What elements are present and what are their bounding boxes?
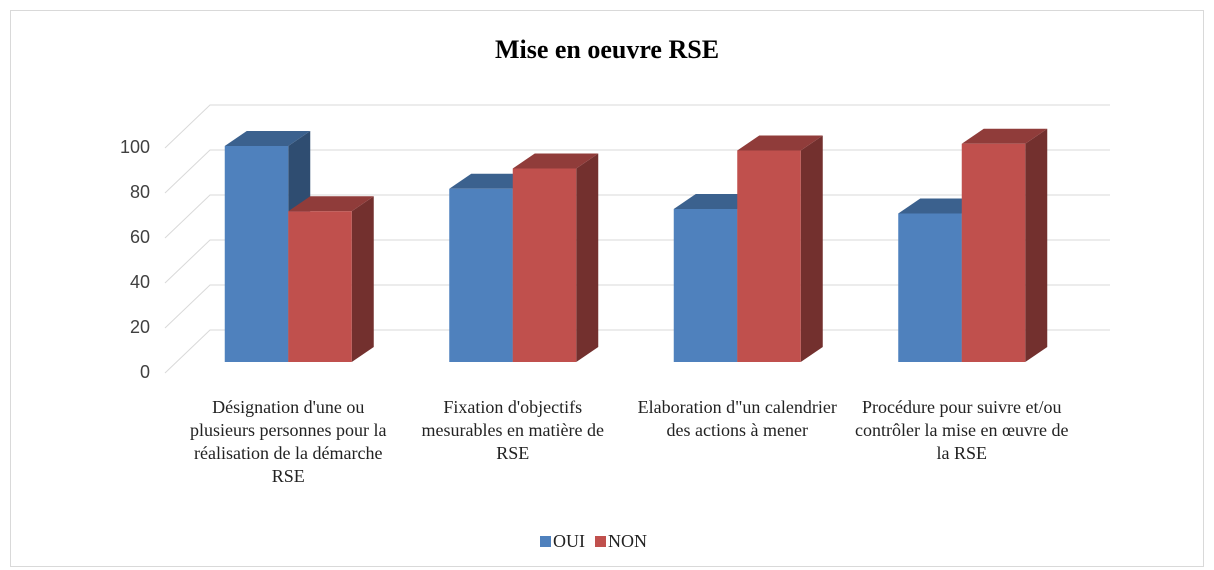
bar-side [351, 196, 374, 362]
bar-side [1025, 128, 1048, 362]
y-tick-label: 80 [130, 182, 150, 202]
bar-front [449, 188, 513, 362]
bar-top [224, 131, 311, 146]
bar-side [576, 153, 599, 362]
y-tick-label: 20 [130, 317, 150, 337]
bar-front [898, 213, 962, 362]
bar-front [512, 168, 577, 362]
bar-top [737, 135, 823, 151]
bar-front [961, 143, 1026, 362]
x-tick-label: Désignation d'une ou plusieurs personnes… [190, 397, 387, 486]
bar-front [673, 209, 738, 362]
legend-swatch [595, 536, 606, 547]
bar [512, 153, 599, 362]
x-tick-label: Procédure pour suivre et/ou contrôler la… [855, 397, 1069, 463]
x-tick-label: Elaboration d"un calendrier des actions … [637, 397, 837, 440]
bar [737, 135, 823, 362]
bar-front [288, 211, 352, 362]
bar-top [288, 196, 374, 212]
bar-front [737, 150, 801, 362]
y-tick-label: 40 [130, 272, 150, 292]
bar [961, 128, 1048, 362]
bar-side [800, 135, 823, 362]
bar [288, 196, 374, 362]
chart-title: Mise en oeuvre RSE [495, 35, 719, 64]
grid-line [164, 104, 1110, 149]
legend-swatch [540, 536, 551, 547]
legend-label: NON [608, 531, 647, 551]
x-tick-label: Fixation d'objectifs mesurables en matiè… [421, 397, 604, 463]
y-tick-label: 60 [130, 227, 150, 247]
bar-top [961, 128, 1048, 144]
y-tick-label: 0 [140, 362, 150, 382]
y-tick-label: 100 [120, 137, 150, 157]
legend-label: OUI [553, 531, 585, 551]
bar-front [224, 146, 289, 362]
bar-top [512, 153, 599, 169]
